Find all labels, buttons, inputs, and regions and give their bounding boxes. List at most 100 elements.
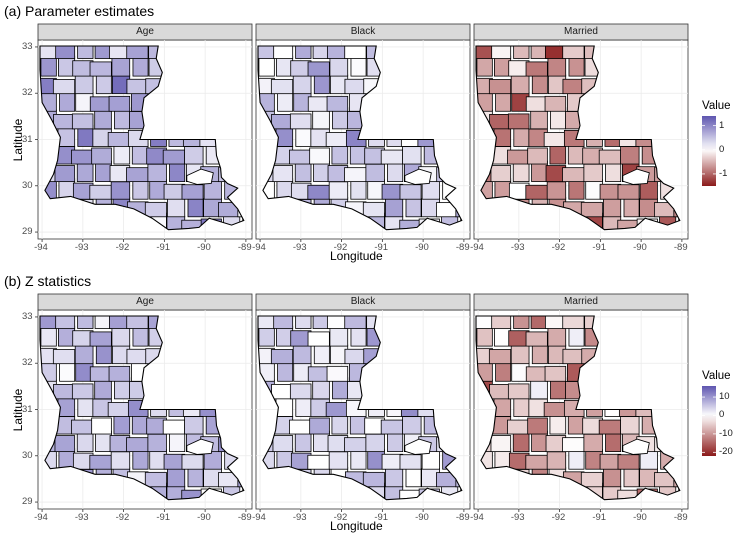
y-tick-label: 33 [22,310,33,322]
y-tick-label: 29 [22,496,33,508]
parish [272,435,294,453]
y-tick-label: 29 [22,226,33,238]
x-tick-label: -94 [252,512,266,523]
parish [162,419,186,435]
x-tick-label: -90 [415,242,429,253]
strip-background [37,23,253,41]
parish [167,467,186,488]
parish [53,114,76,130]
parish [328,181,349,200]
parish [525,366,548,382]
parish [399,184,422,200]
parish [562,167,585,183]
parish [89,366,112,382]
facet-label: Black [350,296,376,307]
parish [89,184,112,200]
parish [91,417,112,435]
parish [489,384,512,400]
x-tick-label: -92 [333,242,348,253]
parish [111,57,131,77]
x-tick-label: -90 [633,512,647,523]
parish [598,149,622,165]
parish [603,197,622,218]
parish [167,197,186,218]
parish [598,419,622,435]
parish [329,57,349,77]
parish [94,108,112,130]
y-tick-label: 30 [22,179,33,191]
parish [144,471,167,488]
parish [525,454,548,470]
parish [91,147,112,165]
parish [380,419,404,435]
y-tick-label: 32 [22,357,33,369]
state-outline [257,45,463,231]
parish [126,167,149,183]
legend-label: -10 [719,427,733,439]
x-tick-label: -91 [374,512,389,523]
parish [562,46,585,59]
parish [527,147,548,165]
lake-pontchartrain [186,168,214,185]
parish [530,378,548,400]
parish [126,437,149,453]
legend-colorbar [702,116,716,186]
lake-pontchartrain [186,438,214,455]
parish [525,331,548,347]
parish [362,201,385,218]
panel-a-title: (a) Parameter estimates [4,3,155,19]
parish [52,349,76,365]
parish [546,451,567,470]
y-tick-label: 31 [22,133,33,145]
strip-background [473,293,689,311]
x-tick-label: -92 [115,512,130,523]
parish [603,467,622,488]
state-outline [257,315,463,501]
x-tick-label: -92 [115,242,130,253]
parish [126,46,149,59]
x-tick-label: -89 [237,512,252,523]
parish [491,316,512,329]
parish [494,55,512,77]
y-tick-label: 30 [22,449,33,461]
parish [289,113,312,130]
y-tick-label: 32 [22,87,33,99]
panel-b-title: (b) Z statistics [4,273,92,289]
parish [184,416,204,435]
parish [307,454,330,470]
parish [270,349,294,365]
x-tick-label: -94 [34,512,48,523]
legend-title-b: Value [702,370,731,382]
parish [510,75,530,95]
x-tick-label: -93 [292,512,307,523]
parish [307,96,330,112]
parish [309,417,330,435]
parish [276,325,294,347]
facet-1-1 [255,293,471,512]
parish [583,163,603,183]
parish [273,316,294,329]
parish [77,316,94,329]
x-tick-label: -89 [237,242,252,253]
parish [292,75,312,95]
parish [74,345,94,365]
parish [126,316,149,329]
parish [126,348,149,365]
x-tick-label: -89 [673,242,688,253]
parish [562,78,585,95]
x-tick-label: -92 [551,512,566,523]
parish [94,378,112,400]
parish [513,46,530,59]
legend-label: -20 [719,446,733,458]
parish [547,57,567,77]
x-tick-label: -93 [74,512,89,523]
x-tick-label: -92 [333,512,348,523]
parish [399,454,422,470]
lake-pontchartrain [622,168,650,185]
x-tick-label: -91 [374,242,389,253]
parish [546,181,567,200]
parish [362,471,385,488]
parish [380,149,404,165]
lake-pontchartrain [622,438,650,455]
x-tick-label: -93 [510,512,525,523]
